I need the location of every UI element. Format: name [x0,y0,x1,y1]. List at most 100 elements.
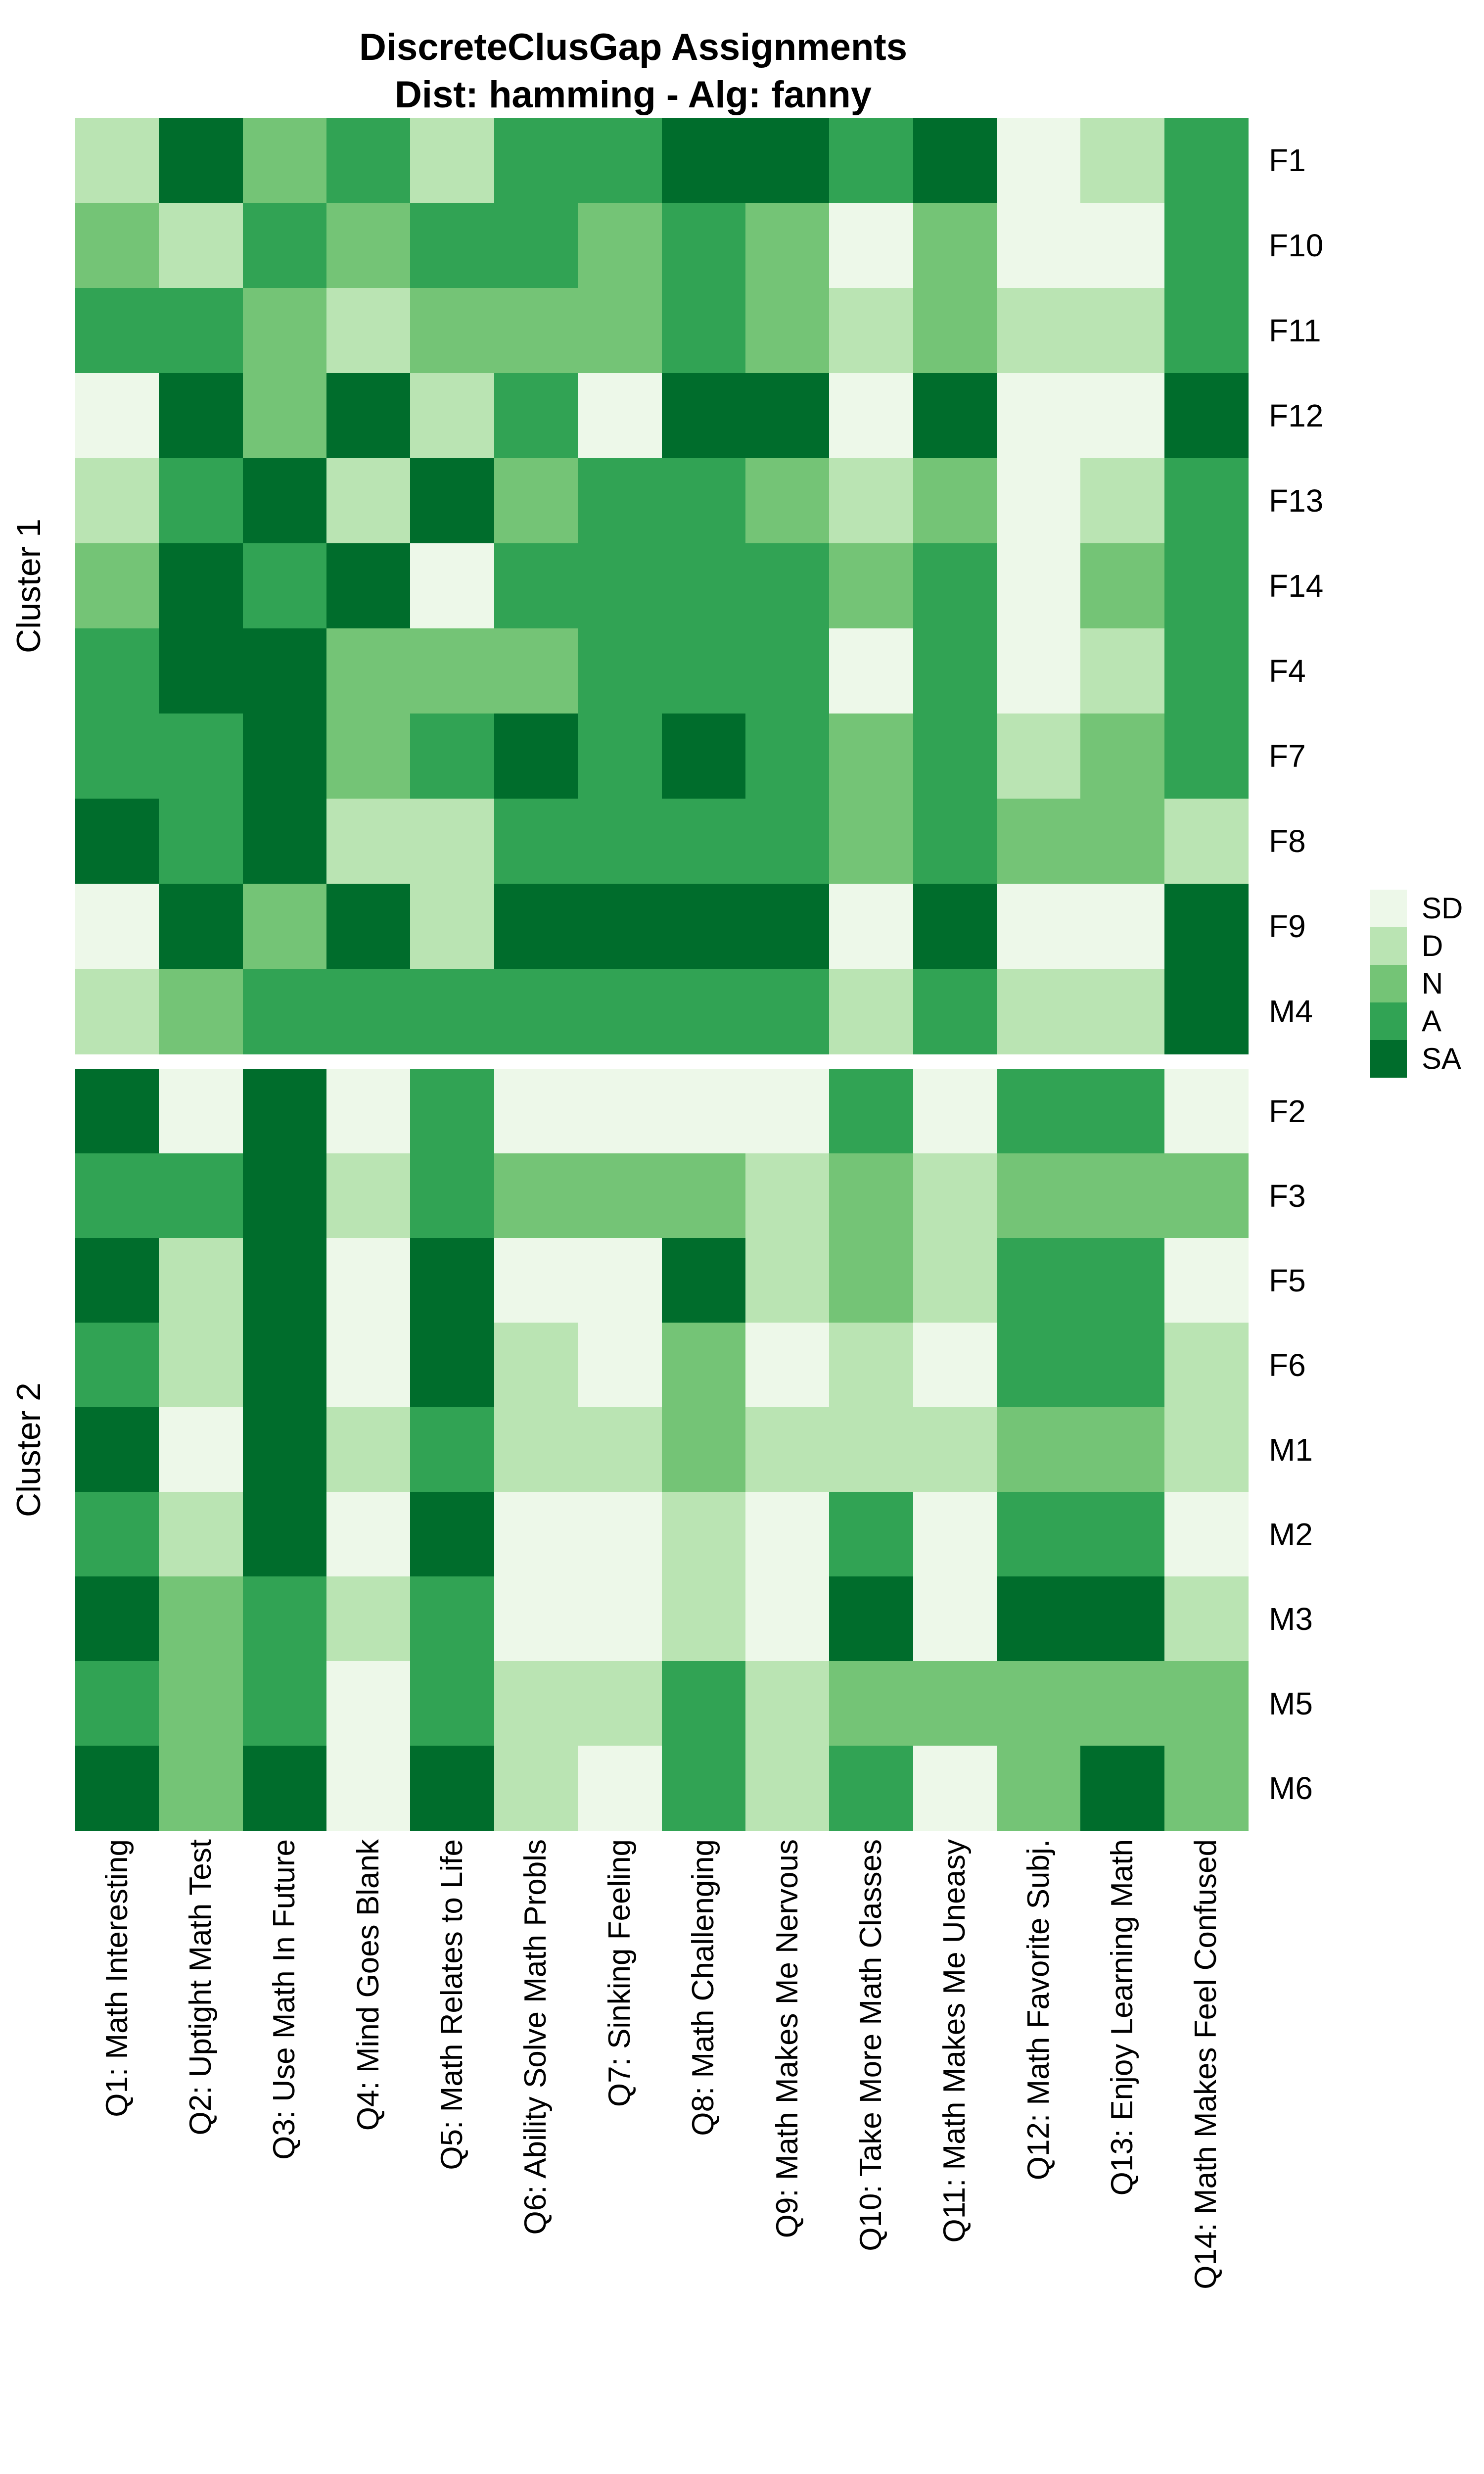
heatmap-cell [1080,714,1165,799]
heatmap-cell [745,543,830,629]
heatmap-cell [326,543,411,629]
heatmap-cell [1164,714,1249,799]
heatmap-cell [494,1407,578,1492]
heatmap-cell [661,203,746,288]
heatmap-cell [75,203,160,288]
x-axis-label: Q3: Use Math In Future [267,1839,302,2160]
heatmap-cell [326,799,411,884]
heatmap-cell [242,1069,327,1154]
heatmap-cell [745,1323,830,1408]
row-label: F1 [1269,143,1306,178]
heatmap-cell [159,714,243,799]
heatmap-cell [829,1576,914,1662]
heatmap-cell [75,288,160,374]
heatmap-cell [326,714,411,799]
heatmap-cell [829,1153,914,1238]
heatmap-cell [410,373,495,459]
heatmap-cell [326,288,411,374]
heatmap-cell [326,1069,411,1154]
heatmap-cell [1080,884,1165,969]
row-label: F10 [1269,228,1324,263]
heatmap-cell [326,1746,411,1831]
heatmap-cell [242,1238,327,1323]
row-label: F12 [1269,398,1324,433]
heatmap-cell [578,1661,662,1746]
heatmap-cell [996,714,1081,799]
heatmap-cell [410,288,495,374]
heatmap-cell [1164,373,1249,459]
heatmap-cell [829,1238,914,1323]
heatmap-cell [578,373,662,459]
heatmap-cell [1164,1323,1249,1408]
heatmap-cell [1164,118,1249,203]
x-axis-label: Q13: Enjoy Learning Math [1105,1839,1139,2196]
heatmap-cell [661,1492,746,1577]
heatmap-cell [913,1407,997,1492]
heatmap-cell [159,543,243,629]
row-label: F6 [1269,1347,1306,1383]
heatmap-cell [578,628,662,714]
x-axis-label: Q2: Uptight Math Test [184,1839,218,2136]
heatmap-cell [996,543,1081,629]
heatmap-cell [1080,288,1165,374]
heatmap-cell [745,458,830,544]
heatmap-cell [410,1407,495,1492]
row-label: M6 [1269,1770,1313,1806]
heatmap-cell [326,203,411,288]
x-axis-label: Q14: Math Makes Feel Confused [1189,1839,1223,2289]
heatmap-cell [494,1492,578,1577]
heatmap-cell [829,1492,914,1577]
heatmap-cell [661,543,746,629]
heatmap-cell [494,118,578,203]
heatmap-cell [1080,1323,1165,1408]
heatmap-cell [996,1153,1081,1238]
heatmap-cell [159,373,243,459]
heatmap-cell [745,628,830,714]
heatmap-cell [494,373,578,459]
heatmap-cell [745,288,830,374]
heatmap-cell [410,799,495,884]
heatmap-cell [242,458,327,544]
heatmap-cell [159,628,243,714]
heatmap-cell [326,1323,411,1408]
heatmap-cell [1164,799,1249,884]
heatmap-cell [326,1492,411,1577]
heatmap-cell [829,1661,914,1746]
heatmap-cell [829,884,914,969]
heatmap-cell [242,628,327,714]
heatmap-cell [661,1661,746,1746]
heatmap-cell [75,458,160,544]
heatmap-cell [75,373,160,459]
heatmap-cell [913,799,997,884]
heatmap-cell [913,373,997,459]
heatmap-cell [578,1407,662,1492]
heatmap-cell [159,1323,243,1408]
heatmap-cell [1164,969,1249,1054]
heatmap-cell [242,969,327,1054]
heatmap-cell [745,884,830,969]
heatmap-cell [829,1069,914,1154]
heatmap-cell [326,458,411,544]
heatmap-cell [1164,203,1249,288]
title-block: DiscreteClusGap Assignments Dist: hammin… [0,24,1266,119]
heatmap-cell [159,799,243,884]
legend-entry: A [1370,1002,1463,1040]
heatmap-cell [410,1153,495,1238]
heatmap-cell [75,799,160,884]
heatmap-cell [996,628,1081,714]
heatmap-cell [1080,1492,1165,1577]
legend-swatch [1370,965,1407,1002]
heatmap-cell [75,714,160,799]
heatmap-cell [661,458,746,544]
heatmap-cell [326,1661,411,1746]
row-label: M3 [1269,1601,1313,1637]
legend-label: SD [1422,892,1463,925]
heatmap-cell [159,118,243,203]
heatmap-cell [75,1407,160,1492]
heatmap-cell [159,1746,243,1831]
heatmap-cell [242,884,327,969]
heatmap-cell [1080,203,1165,288]
heatmap-cell [1080,1153,1165,1238]
heatmap-cell [326,1407,411,1492]
heatmap-cell [829,714,914,799]
